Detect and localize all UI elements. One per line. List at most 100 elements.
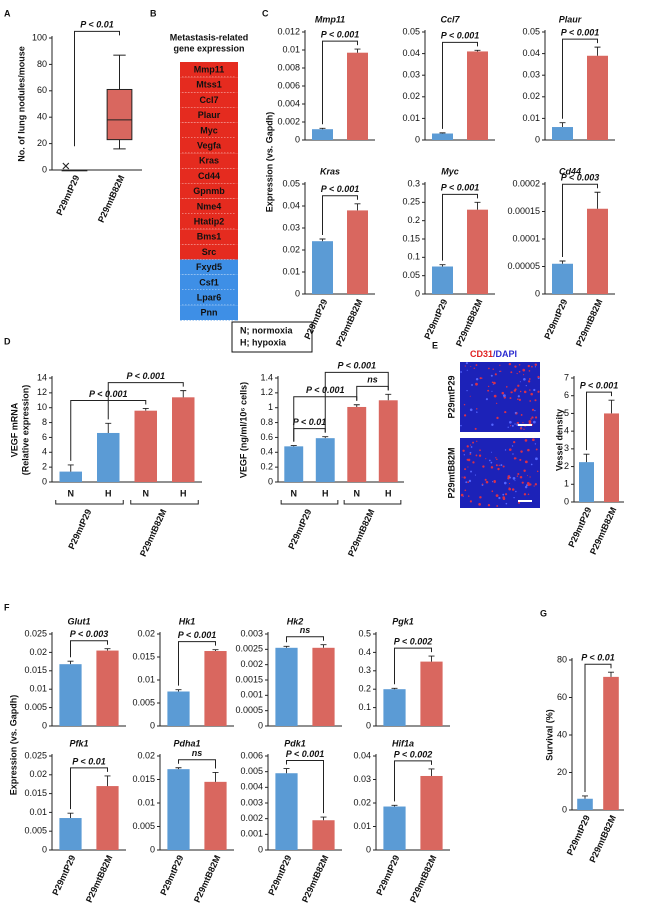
micrograph-speck bbox=[534, 363, 537, 366]
y-tick-label: 0.01 bbox=[282, 44, 300, 54]
significance-bracket bbox=[322, 195, 358, 235]
significance-label: P < 0.001 bbox=[178, 630, 216, 640]
x-tick-label: P29mtB82M bbox=[574, 298, 605, 348]
micrograph-speck bbox=[518, 370, 521, 373]
micrograph-speck bbox=[537, 375, 540, 379]
micrograph-speck bbox=[481, 483, 484, 485]
y-tick-label: 0 bbox=[366, 844, 371, 854]
significance-label: P < 0.001 bbox=[127, 371, 165, 381]
error-bar bbox=[594, 191, 601, 209]
micrograph-speck bbox=[491, 490, 494, 493]
bar bbox=[204, 651, 227, 726]
micrograph-speck bbox=[527, 493, 530, 495]
micrograph-speck bbox=[469, 408, 473, 412]
bar bbox=[432, 133, 453, 140]
legend-note: N; normoxia bbox=[240, 325, 294, 335]
micrograph-speck bbox=[519, 390, 522, 393]
y-tick-label: 0 bbox=[268, 476, 273, 486]
micrograph-speck bbox=[528, 420, 532, 423]
y-tick-label: 12 bbox=[37, 387, 47, 397]
y-tick-label: 0.003 bbox=[240, 797, 263, 807]
micrograph-speck bbox=[530, 418, 532, 420]
gene-name: Htatip2 bbox=[194, 216, 225, 226]
bar bbox=[603, 676, 619, 810]
micrograph-speck bbox=[474, 427, 477, 430]
y-tick-label: 0.015 bbox=[24, 788, 47, 798]
bar bbox=[577, 798, 593, 810]
x-tick-label: H bbox=[385, 488, 392, 498]
significance-label: P < 0.001 bbox=[286, 749, 324, 759]
chart-title: Pdk1 bbox=[284, 738, 306, 748]
micrograph-speck bbox=[514, 365, 517, 368]
image-title-part: /DAPI bbox=[493, 349, 517, 359]
significance-bracket bbox=[70, 767, 108, 810]
y-tick-label: 0 bbox=[295, 288, 300, 298]
micrograph-speck bbox=[535, 457, 538, 461]
chart-title: Hk2 bbox=[287, 616, 304, 626]
y-tick-label: 0.04 bbox=[353, 750, 371, 760]
micrograph-speck bbox=[470, 470, 472, 473]
significance-bracket bbox=[584, 663, 612, 792]
x-tick-label: P29mtB82M bbox=[408, 854, 439, 904]
x-tick-label: P29mtP29 bbox=[374, 854, 401, 897]
micrograph-speck bbox=[534, 443, 537, 445]
micrograph-speck bbox=[475, 454, 478, 457]
micrograph-speck bbox=[533, 485, 535, 487]
error-bar bbox=[175, 767, 182, 770]
gene-name: Vegfa bbox=[197, 140, 222, 150]
y-tick-label: 2 bbox=[42, 462, 47, 472]
micrograph-speck bbox=[510, 425, 512, 427]
y-tick-label: 0.2 bbox=[407, 215, 420, 225]
y-tick-label: 0.03 bbox=[282, 222, 300, 232]
micrograph-speck bbox=[514, 480, 516, 482]
y-tick-label: 0.005 bbox=[240, 766, 263, 776]
bar bbox=[312, 647, 335, 726]
y-tick-label: 40 bbox=[37, 112, 47, 122]
micrograph-speck bbox=[493, 381, 496, 385]
micrograph-speck bbox=[511, 424, 514, 427]
bar bbox=[284, 446, 304, 482]
gene-cell bbox=[180, 290, 238, 306]
y-tick-label: 0.005 bbox=[132, 697, 155, 707]
bar bbox=[312, 241, 333, 294]
error-bar bbox=[354, 203, 361, 211]
micrograph-speck bbox=[531, 438, 535, 442]
y-tick-label: 0 bbox=[258, 844, 263, 854]
y-tick-label: 0.012 bbox=[277, 26, 300, 36]
group-bracket bbox=[280, 500, 339, 505]
bar bbox=[275, 773, 298, 850]
micrograph-speck bbox=[500, 464, 503, 467]
y-tick-label: 0.025 bbox=[24, 750, 47, 760]
group-bracket bbox=[55, 500, 124, 505]
y-tick-label: 0 bbox=[564, 496, 569, 506]
micrograph-speck bbox=[508, 448, 512, 452]
micrograph-speck bbox=[522, 422, 524, 424]
bar bbox=[432, 266, 453, 294]
y-tick-label: 0.02 bbox=[522, 91, 540, 101]
micrograph-speck bbox=[527, 364, 531, 368]
gene-list-title: gene expression bbox=[173, 43, 244, 53]
y-tick-label: 40 bbox=[557, 729, 567, 739]
micrograph-speck bbox=[471, 384, 473, 386]
gene-name: Pnn bbox=[201, 308, 218, 318]
gene-name: Src bbox=[202, 247, 217, 257]
y-tick-label: 0 bbox=[258, 720, 263, 730]
y-tick-label: 0.025 bbox=[24, 628, 47, 638]
image-title-part: CD31 bbox=[470, 349, 493, 359]
gene-name: Lpar6 bbox=[197, 292, 222, 302]
y-tick-label: 0.004 bbox=[277, 98, 300, 108]
micrograph-speck bbox=[462, 449, 465, 452]
micrograph-speck bbox=[496, 402, 498, 404]
x-tick-label: H bbox=[180, 488, 187, 498]
x-tick-label: P29mtB82M bbox=[300, 854, 331, 904]
micrograph-speck bbox=[470, 366, 472, 368]
y-tick-label: 0 bbox=[535, 288, 540, 298]
bar bbox=[59, 818, 82, 850]
micrograph-speck bbox=[472, 441, 475, 444]
x-tick-label: P29mtP29 bbox=[542, 298, 569, 341]
x-tick-label: P29mtP29 bbox=[266, 854, 293, 897]
micrograph-speck bbox=[493, 394, 497, 398]
error-bar bbox=[385, 393, 392, 401]
gene-cell bbox=[180, 62, 238, 78]
error-bar bbox=[559, 260, 566, 264]
